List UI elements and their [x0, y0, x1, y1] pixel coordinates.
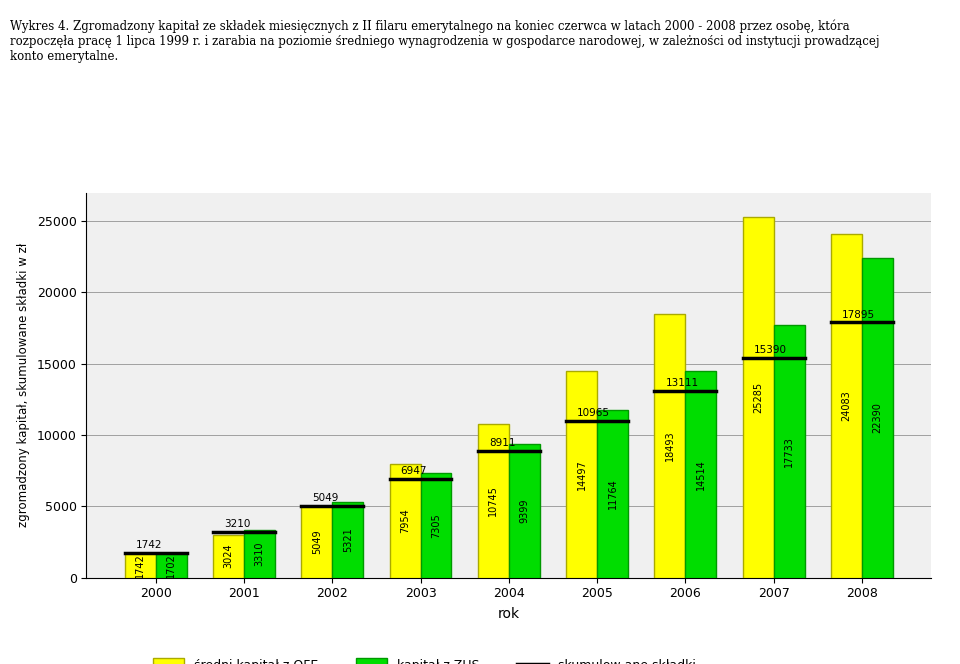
Text: 5321: 5321 [343, 527, 352, 552]
Bar [566, 371, 597, 578]
Text: Wykres 4. Zgromadzony kapitał ze składek miesięcznych z II filaru emerytalnego n: Wykres 4. Zgromadzony kapitał ze składek… [10, 20, 879, 64]
Text: 5049: 5049 [312, 493, 339, 503]
Text: 3310: 3310 [254, 542, 264, 566]
Bar [390, 464, 420, 578]
Y-axis label: zgromadzony kapitał, skumulowane składki w zł: zgromadzony kapitał, skumulowane składki… [17, 243, 30, 527]
Text: 11764: 11764 [608, 478, 617, 509]
Text: 1742: 1742 [135, 540, 162, 550]
Text: 18493: 18493 [665, 430, 675, 461]
Text: 17733: 17733 [784, 436, 794, 467]
Text: 1742: 1742 [135, 553, 145, 578]
Text: 13111: 13111 [665, 378, 699, 388]
Text: 14514: 14514 [696, 459, 706, 489]
Text: 15390: 15390 [754, 345, 787, 355]
Bar [655, 314, 685, 578]
Bar [862, 258, 893, 578]
Bar [244, 531, 275, 578]
Legend: średni kapitał z OFE, kapitał z ZUS, skumulow ane składki: średni kapitał z OFE, kapitał z ZUS, sku… [148, 653, 701, 664]
X-axis label: rok: rok [497, 608, 520, 622]
Text: 8911: 8911 [489, 438, 516, 448]
Text: 9399: 9399 [519, 499, 529, 523]
Bar [420, 473, 451, 578]
Bar [774, 325, 804, 578]
Bar [156, 553, 186, 578]
Bar [743, 217, 774, 578]
Bar [478, 424, 509, 578]
Text: 7305: 7305 [431, 513, 441, 538]
Bar [685, 371, 716, 578]
Bar [509, 444, 540, 578]
Text: 3024: 3024 [224, 544, 233, 568]
Text: 24083: 24083 [842, 390, 852, 421]
Text: 10745: 10745 [489, 485, 498, 517]
Text: 3210: 3210 [224, 519, 251, 529]
Text: 6947: 6947 [400, 465, 427, 475]
Bar [831, 234, 862, 578]
Text: 25285: 25285 [754, 382, 763, 413]
Text: 14497: 14497 [577, 459, 587, 489]
Bar [125, 553, 156, 578]
Bar [597, 410, 628, 578]
Text: 17895: 17895 [842, 309, 876, 319]
Bar [332, 502, 363, 578]
Text: 7954: 7954 [400, 509, 410, 533]
Text: 1702: 1702 [166, 553, 176, 578]
Text: 22390: 22390 [873, 402, 882, 434]
Bar [213, 535, 244, 578]
Text: 10965: 10965 [577, 408, 611, 418]
Bar [301, 506, 332, 578]
Text: 5049: 5049 [312, 529, 322, 554]
